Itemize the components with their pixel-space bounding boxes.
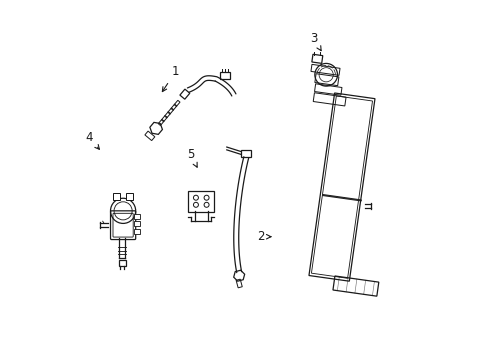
FancyBboxPatch shape (134, 221, 140, 226)
Text: 1: 1 (162, 66, 179, 91)
Text: 5: 5 (186, 148, 197, 167)
Text: 4: 4 (85, 131, 99, 149)
FancyBboxPatch shape (113, 193, 120, 200)
FancyBboxPatch shape (134, 215, 140, 219)
FancyBboxPatch shape (113, 213, 133, 237)
FancyBboxPatch shape (126, 193, 133, 200)
Text: 2: 2 (256, 230, 270, 243)
Text: 3: 3 (309, 32, 321, 51)
FancyBboxPatch shape (110, 211, 135, 239)
FancyBboxPatch shape (134, 229, 140, 234)
FancyBboxPatch shape (188, 191, 214, 212)
